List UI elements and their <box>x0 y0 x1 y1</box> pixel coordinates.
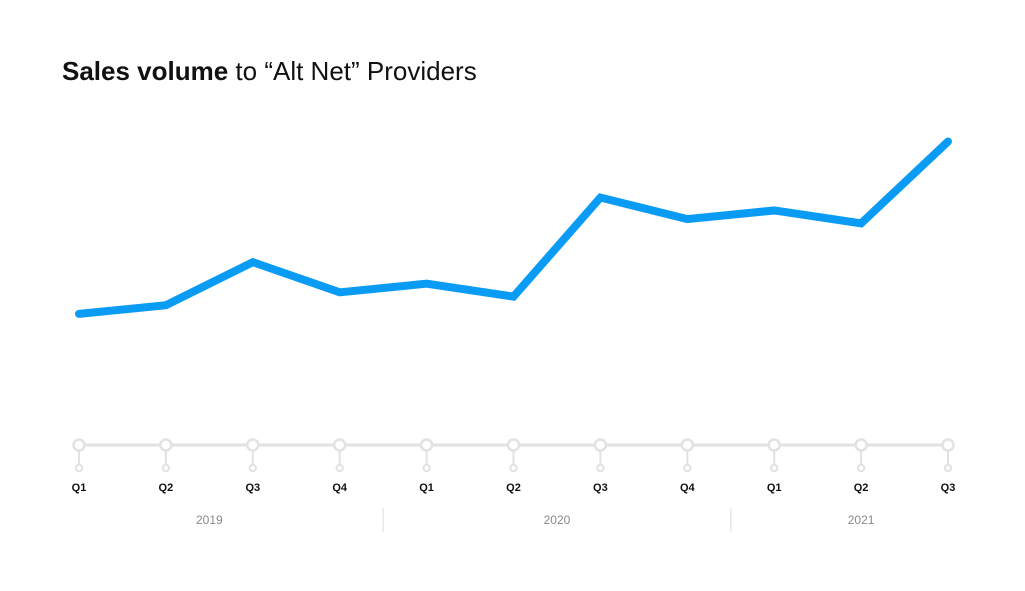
year-labels: 2019 2020 2021 <box>196 508 875 532</box>
x-tick-label: Q1 <box>72 482 87 494</box>
series-line <box>75 137 952 318</box>
x-tick-dot <box>248 463 258 473</box>
chart-title-rest: to “Alt Net” Providers <box>228 56 477 86</box>
x-tick-label: Q4 <box>332 482 348 494</box>
x-tick-label: Q3 <box>941 482 956 494</box>
year-label: 2020 <box>544 513 571 527</box>
x-tick-marker <box>680 438 695 452</box>
x-tick-dot <box>770 463 779 473</box>
x-tick-label: Q3 <box>245 482 260 494</box>
x-tick-label: Q3 <box>593 482 608 494</box>
x-tick-label: Q4 <box>680 482 696 494</box>
x-tick-dot <box>683 463 692 473</box>
x-tick-label: Q2 <box>854 482 869 494</box>
x-tick-marker <box>941 438 955 452</box>
x-tick-dot <box>509 463 518 473</box>
x-tick-marker <box>854 438 868 452</box>
x-tick-marker <box>246 438 260 452</box>
x-tick-dot <box>422 463 431 473</box>
x-tick-dot <box>596 463 605 473</box>
x-tick-dot <box>943 463 953 473</box>
x-axis <box>72 438 955 473</box>
x-tick-marker <box>506 438 521 452</box>
x-tick-dot <box>856 463 866 473</box>
x-tick-dot <box>335 463 344 473</box>
x-tick-label: Q2 <box>506 482 521 494</box>
x-tick-label: Q2 <box>159 482 174 494</box>
x-tick-label: Q1 <box>419 482 434 494</box>
year-label: 2021 <box>848 513 875 527</box>
x-tick-label: Q1 <box>767 482 782 494</box>
x-tick-marker <box>159 438 173 452</box>
x-tick-marker <box>593 438 608 452</box>
x-tick-dot <box>161 463 171 473</box>
x-tick-marker <box>419 438 434 452</box>
x-tick-marker <box>767 438 781 452</box>
tick-labels: Q1 Q2 Q3 Q4 Q1 Q2 Q3 Q4 Q1 Q2 Q3 <box>72 482 956 494</box>
x-tick-dot <box>74 463 84 473</box>
year-label: 2019 <box>196 513 223 527</box>
x-tick-marker <box>332 438 347 452</box>
x-tick-marker <box>72 438 86 452</box>
chart-title: Sales volume to “Alt Net” Providers <box>62 56 477 87</box>
series-layer <box>75 137 952 318</box>
chart-title-bold: Sales volume <box>62 56 229 86</box>
